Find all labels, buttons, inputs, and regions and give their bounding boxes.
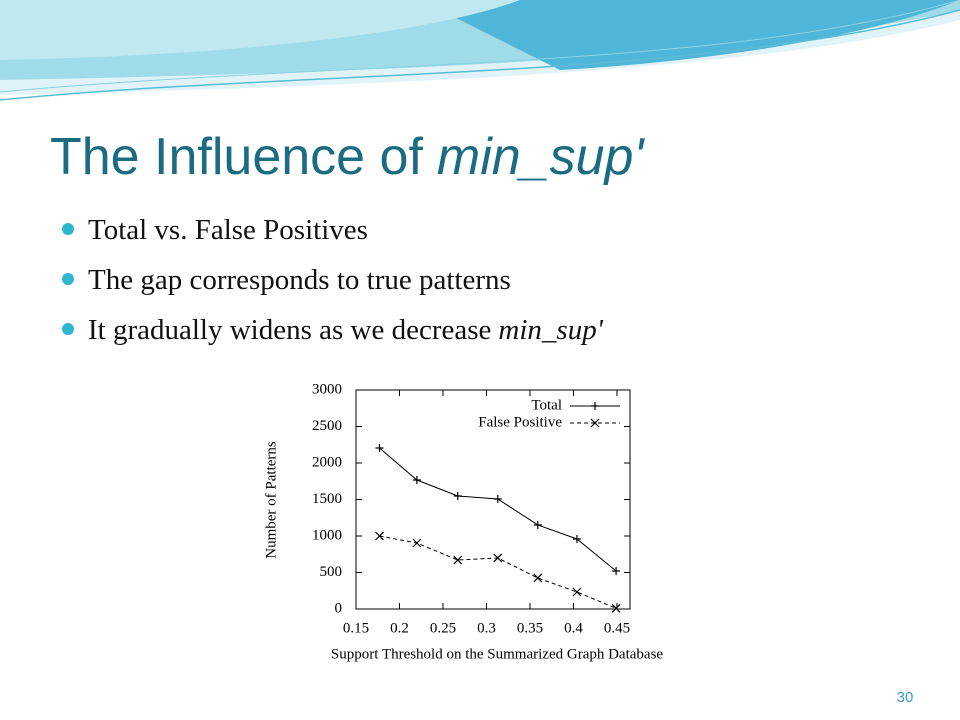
data-point [611, 603, 621, 613]
x-tick-label: 0.25 [430, 620, 456, 636]
header-wave [0, 0, 960, 101]
data-point [572, 587, 582, 597]
legend-label: Total [531, 397, 562, 413]
bullet-list: Total vs. False Positives The gap corres… [62, 214, 604, 346]
slide-title: The Influence of min_sup' [50, 128, 645, 186]
data-point [533, 520, 542, 529]
data-point [572, 534, 581, 543]
data-point [375, 444, 384, 453]
y-axis-label: Number of Patterns [263, 441, 279, 559]
y-tick-label: 500 [320, 564, 343, 580]
x-tick-label: 0.35 [517, 620, 543, 636]
data-point [612, 566, 621, 575]
bullet-dot [62, 223, 74, 235]
bullet: The gap corresponds to true patterns [88, 264, 511, 296]
title-text: The Influence of [50, 128, 423, 186]
bullet-dot [62, 323, 74, 335]
y-tick-label: 3000 [312, 381, 342, 397]
y-tick-label: 2000 [312, 454, 342, 470]
x-tick-label: 0.2 [390, 620, 409, 636]
y-tick-label: 1000 [312, 527, 342, 543]
x-tick-label: 0.15 [343, 620, 369, 636]
data-point [493, 494, 502, 503]
bullet: It gradually widens as we decrease min_su… [88, 314, 604, 346]
x-tick-label: 0.4 [564, 620, 583, 636]
x-tick-label: 0.45 [604, 620, 630, 636]
legend-marker [590, 418, 600, 428]
data-point [375, 531, 384, 541]
page-number: 30 [897, 689, 914, 706]
data-point [533, 573, 543, 583]
data-point [453, 555, 463, 565]
data-point [412, 476, 421, 485]
title-emphasis: min_sup' [437, 128, 646, 186]
bullet: Total vs. False Positives [88, 214, 368, 246]
y-tick-label: 2500 [312, 418, 342, 434]
data-point [453, 491, 462, 500]
bullet-emphasis: min_sup' [498, 314, 603, 346]
y-tick-label: 1500 [312, 491, 342, 507]
chart: Support Threshold on the Summarized Grap… [232, 375, 704, 677]
legend-marker [591, 402, 599, 410]
data-point [493, 553, 503, 563]
y-tick-label: 0 [335, 600, 343, 616]
chart-background [232, 375, 704, 677]
legend-label: False Positive [478, 414, 562, 430]
data-point [412, 538, 422, 548]
x-tick-label: 0.3 [477, 620, 496, 636]
x-axis-label: Support Threshold on the Summarized Grap… [331, 646, 663, 662]
bullet-dot [62, 273, 74, 285]
bullet-text: It gradually widens as we decrease [88, 314, 491, 346]
